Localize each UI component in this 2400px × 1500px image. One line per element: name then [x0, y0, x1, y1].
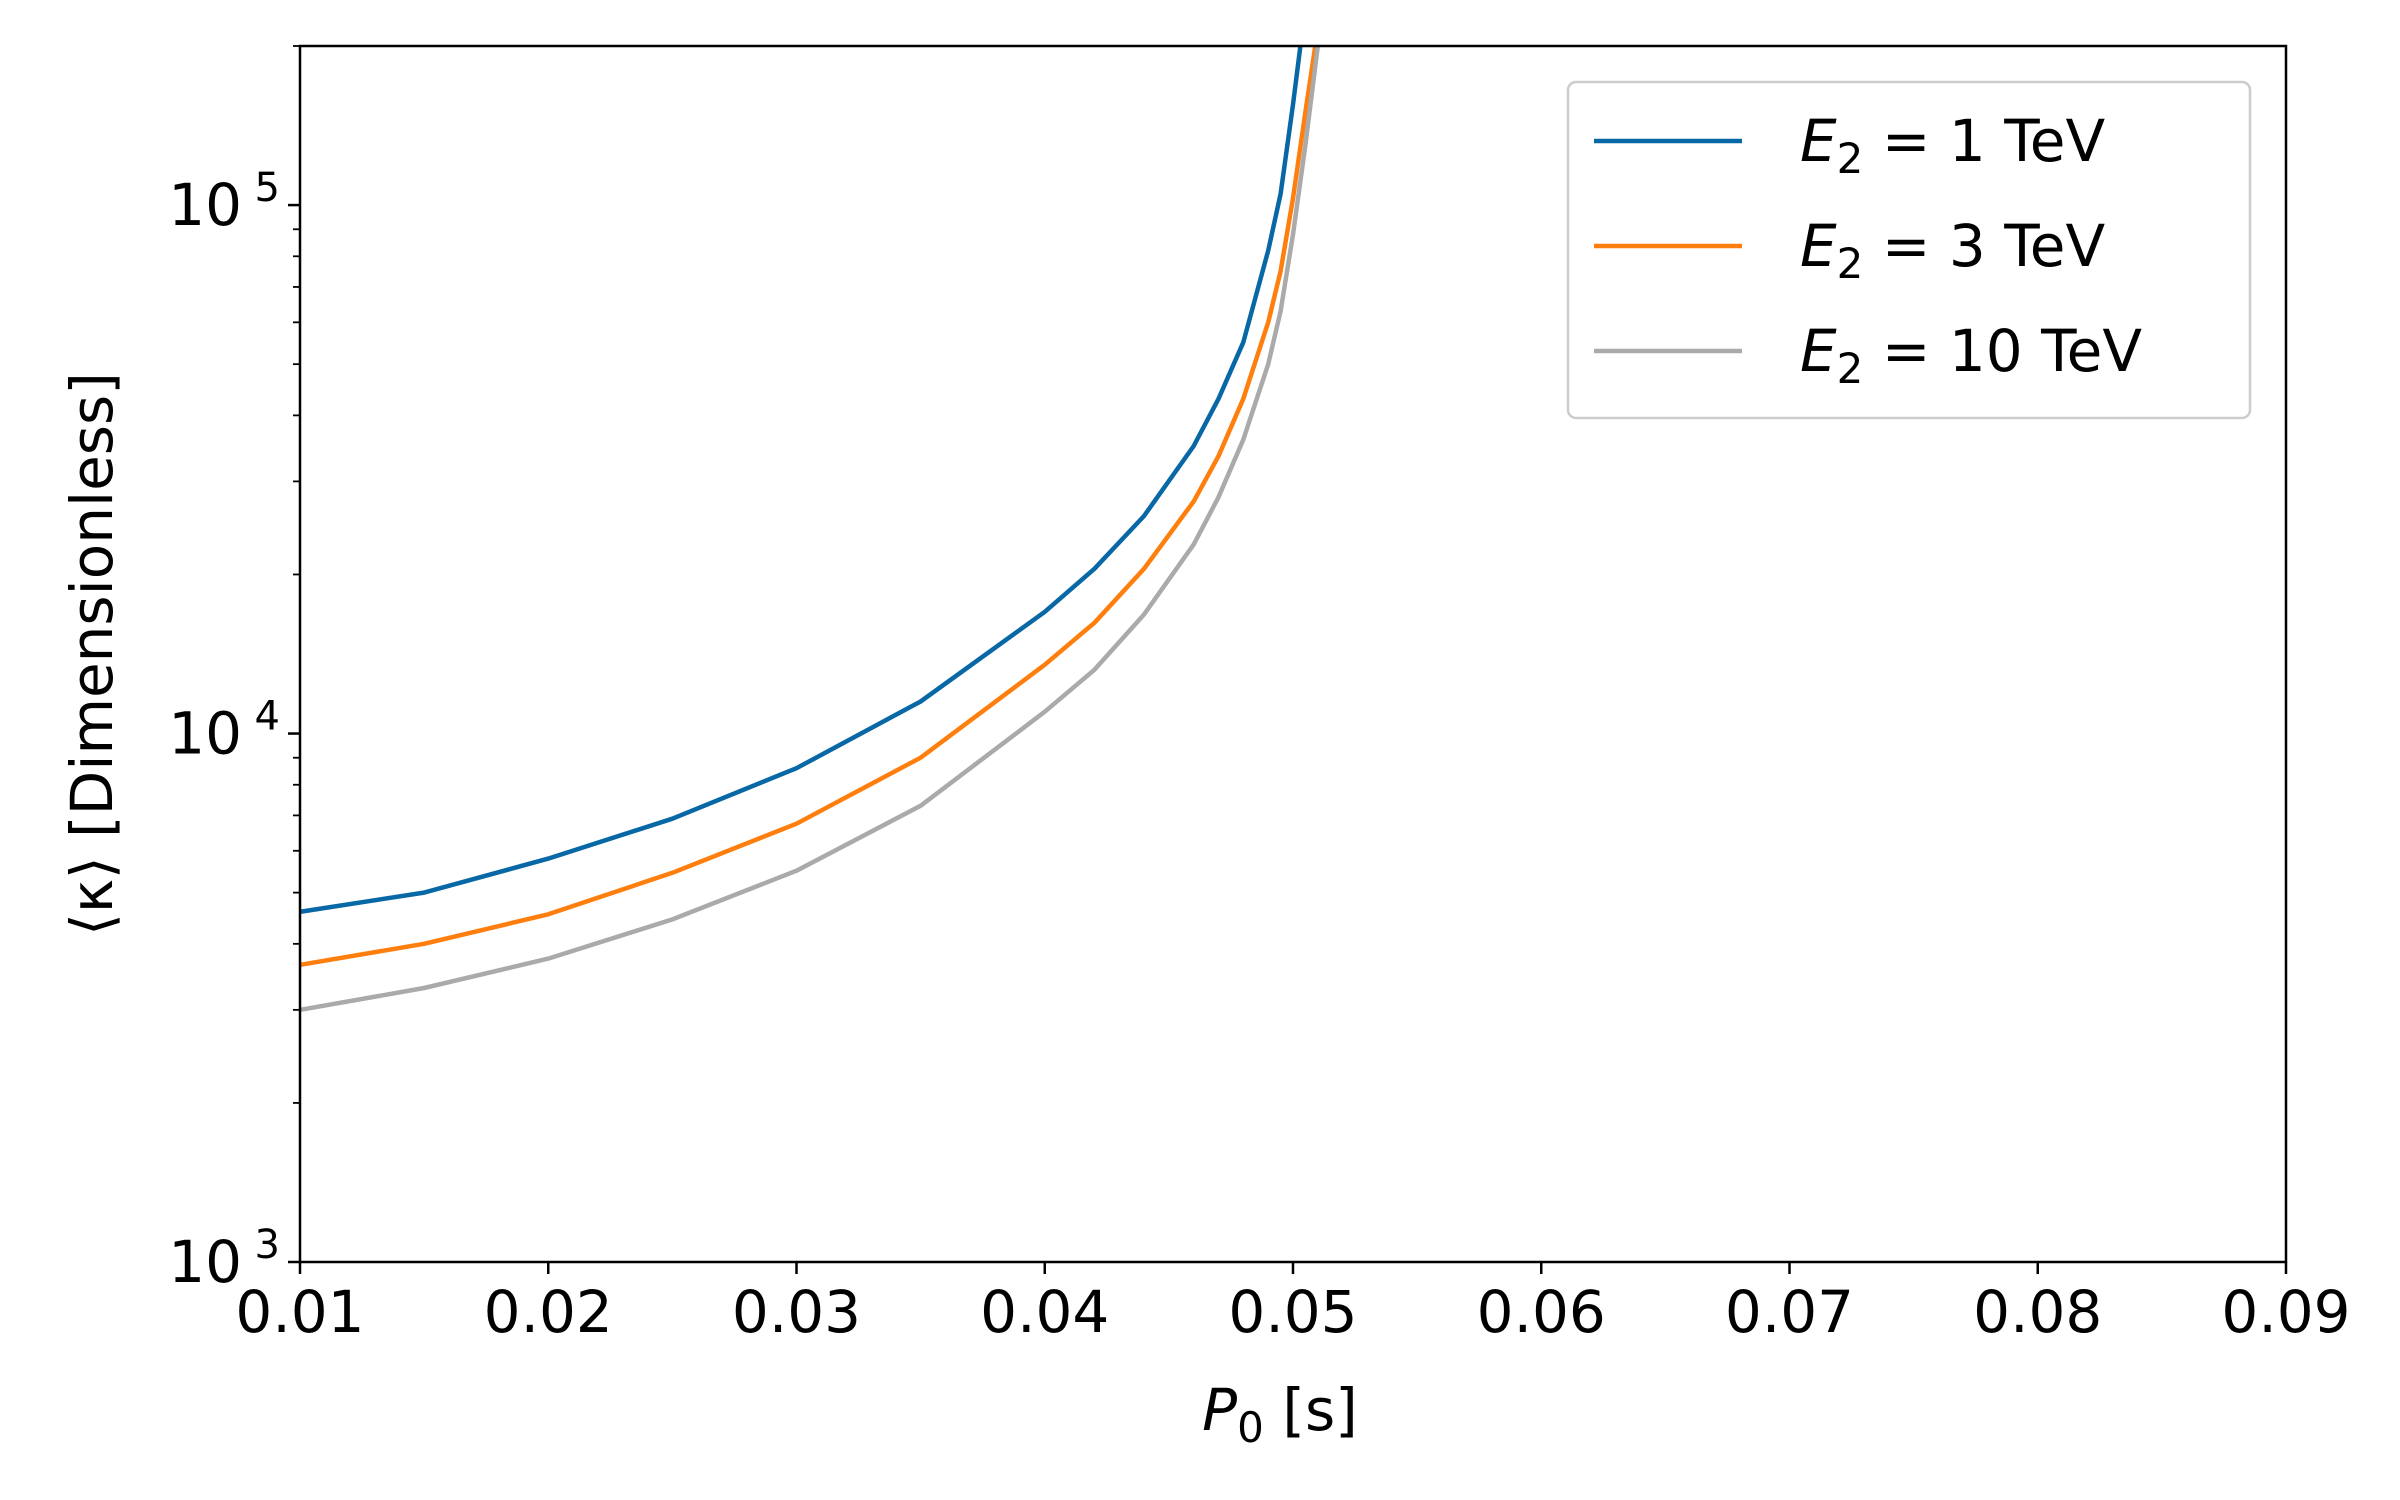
- y-tick-label-exponent: 3: [255, 1222, 280, 1268]
- y-tick-label-exponent: 5: [255, 165, 280, 211]
- x-tick-label: 0.06: [1477, 1278, 1606, 1346]
- y-tick-label-base: 10: [168, 1228, 242, 1296]
- x-tick-label: 0.04: [980, 1278, 1109, 1346]
- legend-label-text: = 10 TeV: [1863, 317, 2142, 385]
- x-tick-label: 0.03: [732, 1278, 861, 1346]
- legend-box: [1566, 80, 2252, 420]
- legend-label-1: E2 = 1 TeV: [1800, 107, 2105, 183]
- y-tick-label: 10 3: [168, 1222, 280, 1296]
- legend-label-sub: 2: [1837, 134, 1864, 183]
- x-axis-title: P0 [s]: [1202, 1376, 1358, 1452]
- x-tick-label: 0.09: [2221, 1278, 2350, 1346]
- legend-label-text: = 1 TeV: [1863, 107, 2105, 175]
- x-axis: 0.01 0.02 0.03 0.04 0.05 0.06 0.07 0.08 0.09: [235, 1262, 2351, 1346]
- x-tick-label: 0.07: [1725, 1278, 1854, 1346]
- y-axis-title: ⟨κ⟩ [Dimensionless]: [58, 372, 126, 936]
- series-line-1: [300, 46, 1303, 915]
- legend-label-var: E: [1800, 212, 1837, 280]
- x-axis-title-sub: 0: [1237, 1403, 1264, 1452]
- legend-label-text: = 3 TeV: [1863, 212, 2105, 280]
- x-tick-label: 0.01: [235, 1278, 364, 1346]
- legend-label-2: E2 = 3 TeV: [1800, 212, 2105, 288]
- legend-label-var: E: [1800, 107, 1837, 175]
- x-tick-label: 0.02: [484, 1278, 613, 1346]
- y-tick-label: 10 5: [168, 165, 280, 239]
- x-axis-title-unit: [s]: [1264, 1376, 1358, 1444]
- x-axis-title-var: P: [1202, 1376, 1237, 1444]
- legend-label-sub: 2: [1837, 239, 1864, 288]
- x-tick-label: 0.05: [1228, 1278, 1357, 1346]
- legend-label-3: E2 = 10 TeV: [1800, 317, 2142, 393]
- y-tick-label-base: 10: [168, 171, 242, 239]
- series-line-2: [300, 46, 1318, 968]
- y-axis: 10 3 10 4 10 5: [168, 45, 300, 1296]
- y-tick-label-exponent: 4: [255, 694, 280, 740]
- y-tick-label: 10 4: [168, 694, 280, 768]
- series-layer: [300, 46, 1321, 1013]
- legend-label-var: E: [1800, 317, 1837, 385]
- series-line-3: [300, 46, 1321, 1013]
- x-tick-label: 0.08: [1973, 1278, 2102, 1346]
- y-tick-label-base: 10: [168, 700, 242, 768]
- legend-label-sub: 2: [1837, 344, 1864, 393]
